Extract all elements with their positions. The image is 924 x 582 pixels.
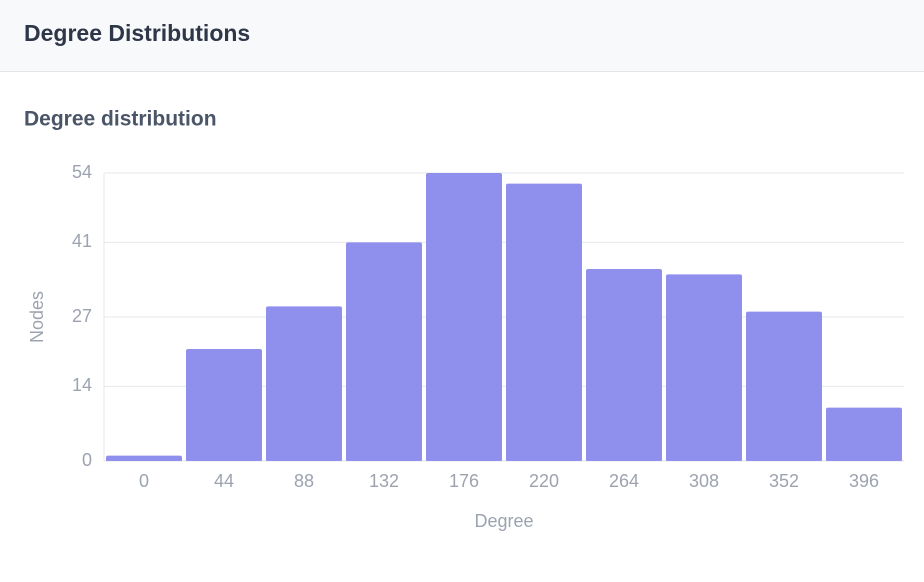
bar [106, 455, 182, 461]
bar [586, 269, 662, 461]
x-tick-label: 396 [849, 471, 879, 491]
y-tick-label: 41 [72, 231, 92, 251]
x-tick-label: 352 [769, 471, 799, 491]
y-tick-label: 0 [82, 450, 92, 470]
bar [426, 173, 502, 461]
header-title: Degree Distributions [24, 20, 251, 46]
x-tick-label: 264 [609, 471, 639, 491]
x-tick-label: 220 [529, 471, 559, 491]
bar [266, 306, 342, 461]
y-tick-label: 27 [72, 306, 92, 326]
x-tick-label: 88 [294, 471, 314, 491]
chart-title: Degree distribution [24, 108, 217, 131]
y-tick-label: 54 [72, 162, 92, 182]
header: Degree Distributions [0, 0, 924, 72]
x-tick-label: 132 [369, 471, 399, 491]
bar [506, 183, 582, 461]
x-tick-label: 308 [689, 471, 719, 491]
chart: Degree distribution Nodes Degree 0 14 27 41… [24, 108, 904, 531]
y-axis-title: Nodes [27, 291, 47, 343]
y-tick-label: 14 [72, 375, 92, 395]
x-tick-label: 176 [449, 471, 479, 491]
bar [746, 311, 822, 461]
x-tick-label: 44 [214, 471, 234, 491]
bar [666, 274, 742, 461]
bar [826, 407, 902, 461]
bar [346, 242, 422, 461]
bar [186, 349, 262, 461]
x-tick-label: 0 [139, 471, 149, 491]
x-axis-title: Degree [474, 511, 533, 531]
